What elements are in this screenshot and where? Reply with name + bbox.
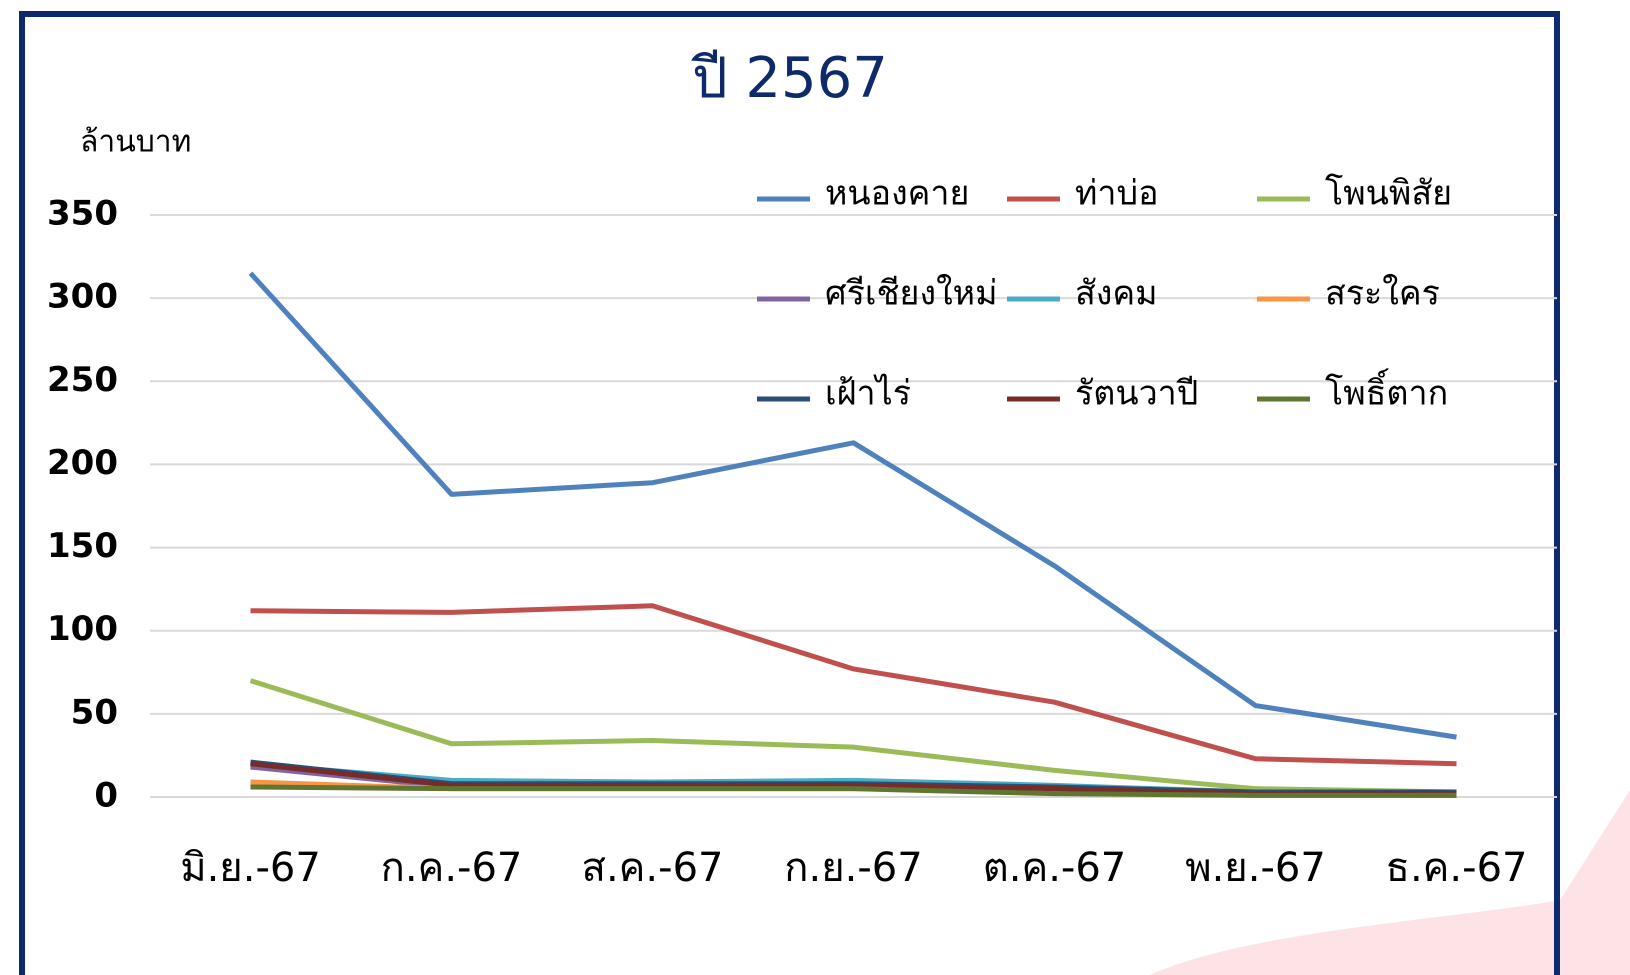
legend-label: สระใคร bbox=[1325, 274, 1440, 314]
x-tick-label: ธ.ค.-67 bbox=[1386, 845, 1528, 891]
y-tick-label: 50 bbox=[71, 692, 118, 732]
y-tick-label: 150 bbox=[47, 526, 118, 566]
x-tick-label: ก.ย.-67 bbox=[784, 845, 922, 891]
legend-label: ท่าบ่อ bbox=[1075, 174, 1159, 214]
legend-label: สังคม bbox=[1075, 274, 1158, 314]
legend-label: เฝ้าไร่ bbox=[825, 374, 911, 414]
y-tick-label: 250 bbox=[47, 360, 118, 400]
y-tick-label: 200 bbox=[47, 443, 118, 483]
legend-label: ศรีเชียงใหม่ bbox=[825, 274, 998, 314]
legend-label: รัตนวาปี bbox=[1075, 374, 1198, 414]
y-tick-label: 300 bbox=[47, 277, 118, 317]
series-line bbox=[251, 681, 1457, 792]
x-tick-label: ส.ค.-67 bbox=[582, 845, 724, 891]
legend-label: โพธิ์ตาก bbox=[1325, 368, 1448, 414]
y-tick-label: 100 bbox=[47, 609, 118, 649]
legend-label: หนองคาย bbox=[825, 174, 969, 214]
page: ปี 2567 ล้านบาท 0 50 100 150 200 250 300 350 มิ.… bbox=[0, 0, 1630, 975]
frame bbox=[22, 14, 1557, 975]
x-tick-label: ต.ค.-67 bbox=[983, 845, 1127, 891]
chart: ปี 2567 ล้านบาท 0 50 100 150 200 250 300 350 มิ.… bbox=[0, 0, 1630, 975]
y-axis-label: ล้านบาท bbox=[80, 125, 191, 160]
y-tick-label: 0 bbox=[94, 776, 118, 816]
x-tick-label: มิ.ย.-67 bbox=[180, 845, 321, 891]
y-tick-label: 350 bbox=[47, 194, 118, 234]
chart-title: ปี 2567 bbox=[691, 46, 888, 111]
legend-label: โพนพิสัย bbox=[1325, 174, 1452, 214]
x-tick-label: พ.ย.-67 bbox=[1185, 845, 1326, 891]
x-tick-label: ก.ค.-67 bbox=[381, 845, 523, 891]
